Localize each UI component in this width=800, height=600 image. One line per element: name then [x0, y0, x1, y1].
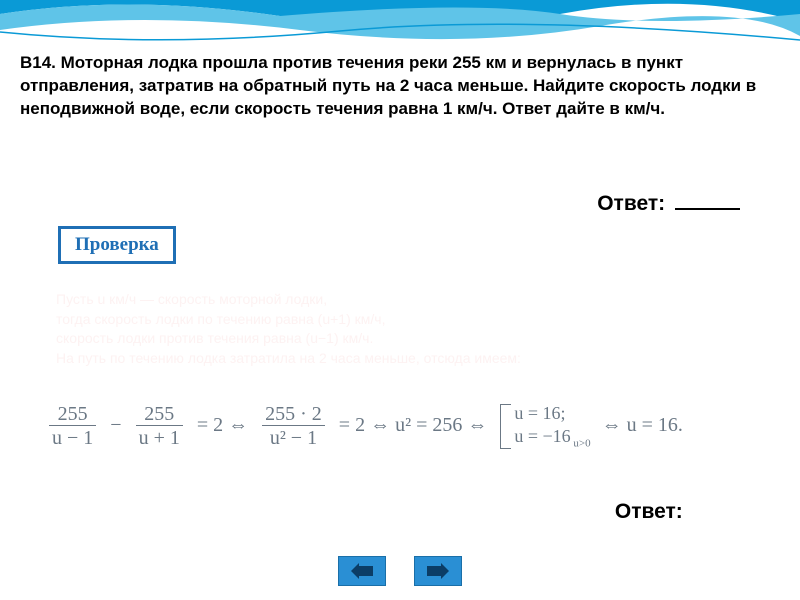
answer-prompt: Ответ: [597, 192, 740, 216]
next-button[interactable] [414, 556, 462, 586]
problem-statement: В14. Моторная лодка прошла против течени… [20, 52, 780, 121]
answer-label: Ответ: [597, 192, 665, 215]
equation-system: u = 16; u = −16 u>0 [500, 402, 590, 451]
prev-arrow-icon [351, 563, 373, 579]
next-arrow-icon [427, 563, 449, 579]
nav-buttons [338, 556, 462, 586]
prev-button[interactable] [338, 556, 386, 586]
final-answer-value: 16 [697, 500, 720, 523]
final-answer: Ответ: 16 [615, 500, 720, 524]
fraction-3: 255 · 2 u² − 1 [262, 403, 325, 451]
problem-number: В14. [20, 53, 61, 72]
solution-line-4: На путь по течению лодка затратила на 2 … [56, 349, 521, 369]
solution-line-2: тогда скорость лодки по течению равна (u… [56, 310, 521, 330]
problem-body: Моторная лодка прошла против течения рек… [20, 53, 756, 118]
solution-line-1: Пусть u км/ч — скорость моторной лодки, [56, 290, 521, 310]
solution-explanation: Пусть u км/ч — скорость моторной лодки, … [56, 290, 521, 368]
fraction-2: 255 u + 1 [136, 403, 183, 451]
answer-blank [675, 208, 740, 210]
final-answer-label: Ответ: [615, 500, 683, 523]
fraction-1: 255 u − 1 [49, 403, 96, 451]
solution-line-3: скорость лодки против течения равна (u−1… [56, 329, 521, 349]
header-wave-decoration [0, 0, 800, 50]
check-button-label: Проверка [75, 234, 159, 255]
check-button[interactable]: Проверка [58, 226, 176, 264]
solution-equation: 255 u − 1 − 255 u + 1 = 2 ⇔ 255 · 2 u² −… [46, 402, 689, 464]
